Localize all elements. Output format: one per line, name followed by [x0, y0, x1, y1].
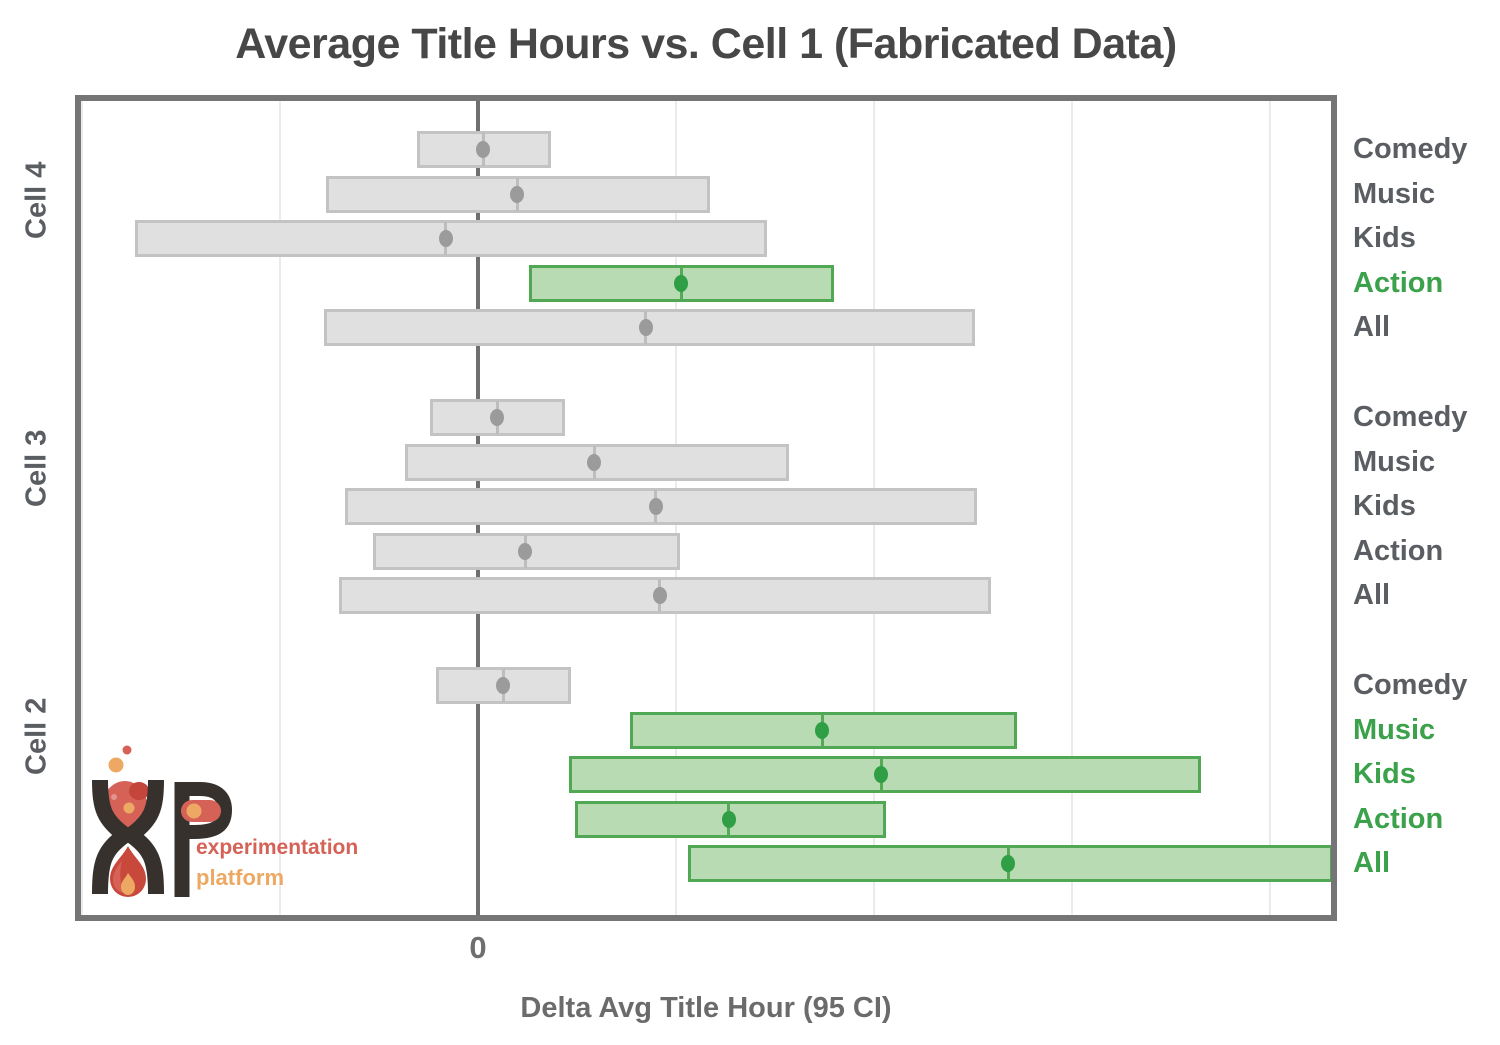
ci-bar-cell-2-comedy: [436, 667, 572, 704]
estimate-dot: [476, 141, 491, 158]
ci-bar-cell-3-comedy: [430, 399, 566, 436]
x-axis-tick-label-zero: 0: [469, 930, 487, 965]
category-label-cell-4-kids: Kids: [1353, 222, 1416, 255]
estimate-dot: [496, 677, 511, 694]
category-label-cell-4-action: Action: [1353, 266, 1444, 299]
x-axis-title: Delta Avg Title Hour (95 CI): [520, 992, 892, 1024]
ci-bar-cell-4-comedy: [416, 131, 552, 168]
logo-flame-icon: [110, 846, 146, 897]
category-label-cell-4-music: Music: [1353, 177, 1436, 210]
category-label-cell-3-comedy: Comedy: [1353, 401, 1468, 433]
ci-bar-cell-4-action: [529, 264, 835, 302]
gridline: [1269, 101, 1271, 915]
category-label-cell-2-comedy: Comedy: [1353, 669, 1468, 701]
gridline: [81, 101, 83, 915]
logo-letter-p: [174, 782, 233, 897]
estimate-dot: [648, 498, 663, 516]
ci-bar-cell-4-all: [323, 309, 975, 347]
ci-bar-cell-2-action: [575, 800, 886, 838]
estimate-dot: [815, 721, 830, 739]
ci-bar-cell-2-kids: [569, 756, 1201, 794]
estimate-dot: [638, 319, 653, 337]
logo-bubble-large: [108, 757, 124, 773]
ci-bar-cell-3-all: [339, 577, 991, 615]
ci-bar-cell-2-music: [630, 711, 1017, 749]
logo-text-experimentation: experimentation: [196, 836, 358, 859]
chart-title: Average Title Hours vs. Cell 1 (Fabricat…: [235, 20, 1177, 68]
category-label-cell-3-music: Music: [1353, 445, 1436, 478]
estimate-dot: [587, 453, 602, 471]
plot-frame: [75, 95, 1337, 921]
category-label-cell-3-all: All: [1353, 579, 1391, 612]
estimate-dot: [674, 274, 689, 292]
ci-bar-cell-3-action: [373, 532, 680, 570]
estimate-dot: [518, 542, 533, 560]
category-label-cell-2-action: Action: [1353, 802, 1444, 835]
category-label-cell-2-kids: Kids: [1353, 758, 1416, 791]
category-label-cell-2-music: Music: [1353, 713, 1436, 746]
estimate-dot: [438, 230, 453, 248]
category-label-cell-4-all: All: [1353, 311, 1391, 344]
logo-bubble-small: [122, 745, 132, 755]
estimate-dot: [490, 409, 505, 426]
ci-bar-cell-3-kids: [345, 488, 977, 526]
category-label-cell-3-kids: Kids: [1353, 490, 1416, 523]
category-label-cell-2-all: All: [1353, 847, 1391, 880]
ci-bar-cell-2-all: [687, 845, 1334, 883]
estimate-dot: [652, 587, 667, 605]
estimate-dot: [1001, 855, 1016, 873]
gridline: [279, 101, 281, 915]
logo-letter-x: [92, 779, 164, 895]
category-label-cell-3-action: Action: [1353, 534, 1444, 567]
experimentation-platform-logo: experimentation platform: [92, 745, 358, 897]
ci-bar-cell-3-music: [404, 443, 789, 481]
gridline: [1071, 101, 1073, 915]
category-label-cell-4-comedy: Comedy: [1353, 133, 1468, 165]
ci-bar-cell-4-music: [325, 175, 710, 213]
estimate-dot: [510, 185, 525, 203]
estimate-dot: [874, 766, 889, 784]
ci-bar-cell-4-kids: [135, 220, 768, 258]
logo-text-platform: platform: [196, 865, 284, 890]
estimate-dot: [721, 810, 736, 828]
